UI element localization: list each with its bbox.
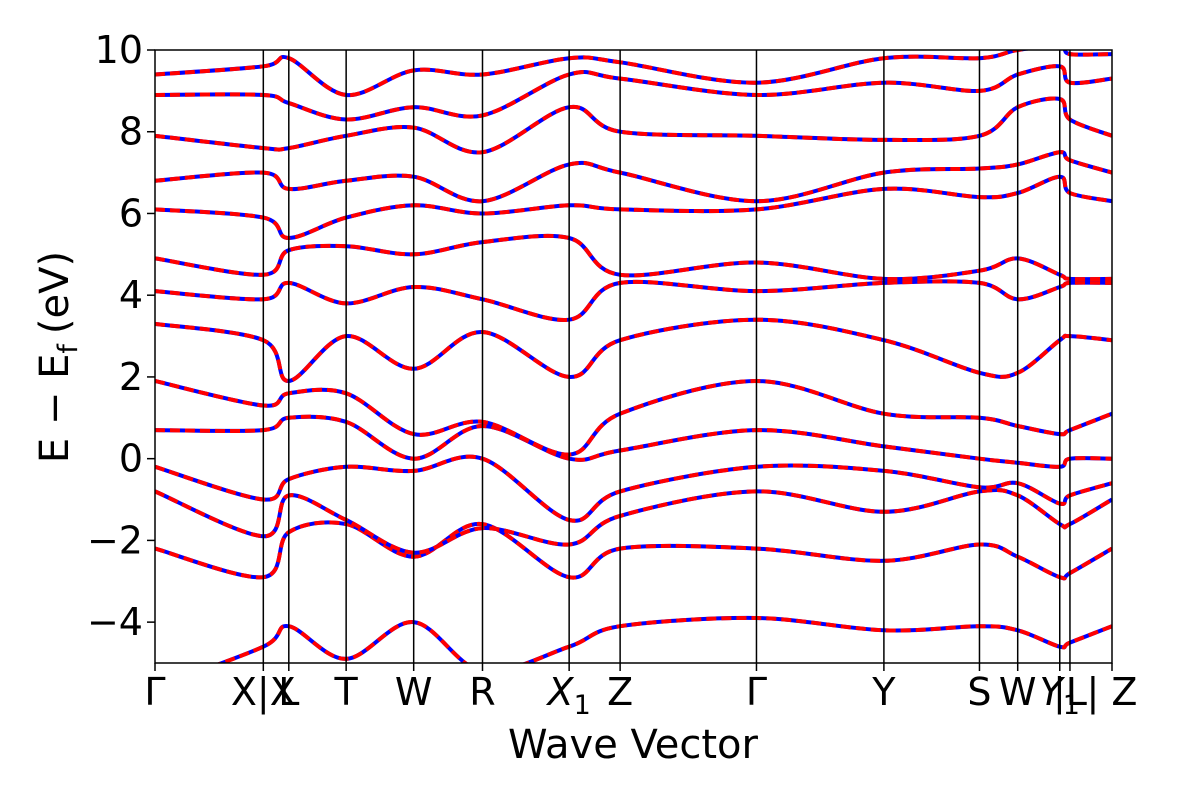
band-line-dft <box>155 317 1112 383</box>
k-point-label: X1 <box>546 670 591 721</box>
band-line-dft <box>155 520 1112 581</box>
band-line-dft <box>155 50 1112 98</box>
k-point-label-sub: 1 <box>1063 690 1080 721</box>
y-tick-label: −4 <box>87 600 143 644</box>
bands-layer <box>155 50 1112 663</box>
y-tick-label: 0 <box>119 437 143 481</box>
k-point-label: X|X <box>231 670 296 715</box>
band-line-wannier <box>155 96 1112 155</box>
band-line-dft <box>155 64 1112 122</box>
band-line-wannier <box>155 317 1112 383</box>
y-tick-label: 2 <box>119 355 143 399</box>
band-line-wannier <box>155 233 1112 282</box>
k-point-label: R <box>469 670 495 714</box>
y-axis-title-unit: (eV) <box>32 251 78 334</box>
k-point-label: Y1 <box>1040 670 1080 721</box>
k-point-label: Γ <box>746 670 767 714</box>
band-line-wannier <box>155 414 1112 469</box>
k-point-label: Z <box>607 670 633 714</box>
k-point-label: Y <box>871 670 896 714</box>
k-point-label: W <box>999 670 1037 714</box>
y-axis-title-sub: f <box>53 343 84 354</box>
band-line-wannier <box>155 378 1112 457</box>
band-line-wannier <box>155 150 1112 204</box>
k-point-label-main: X <box>546 670 575 714</box>
band-line-dft <box>155 174 1112 241</box>
y-tick-label: 4 <box>119 273 143 317</box>
y-axis: 10 8 6 4 2 0 −2 −4 <box>87 28 155 644</box>
band-line-dft <box>155 488 1112 555</box>
k-point-label: | Z <box>1087 670 1138 715</box>
y-axis-title-main: E − E <box>32 354 78 464</box>
x-axis: Γ X|XL T W R X1 Z Γ Y S W Y1|L | Z <box>144 663 1137 721</box>
plot-frame <box>154 49 1113 664</box>
k-point-label: Γ <box>144 670 165 714</box>
y-tick-label: 8 <box>119 110 143 154</box>
x-axis-title: Wave Vector <box>508 722 759 768</box>
k-point-dividers <box>262 50 1071 663</box>
band-line-wannier <box>155 50 1112 98</box>
k-point-label: |L <box>1053 670 1087 715</box>
band-line-wannier <box>155 520 1112 581</box>
k-point-label: W <box>395 670 433 714</box>
y-tick-label: 6 <box>119 191 143 235</box>
k-point-label: T <box>334 670 359 714</box>
k-point-label-main: Y <box>1040 670 1066 714</box>
k-point-label: L <box>278 670 299 714</box>
band-line-wannier <box>155 64 1112 122</box>
y-tick-label: 10 <box>95 28 143 72</box>
k-point-label: S <box>967 670 991 714</box>
y-axis-title: E − Ef (eV) <box>32 251 84 463</box>
band-line-wannier <box>155 279 1112 322</box>
k-point-label-sub: 1 <box>574 690 591 721</box>
band-line-dft <box>155 414 1112 469</box>
y-tick-label: −2 <box>87 518 143 562</box>
band-line-wannier <box>155 174 1112 241</box>
band-line-wannier <box>155 488 1112 555</box>
